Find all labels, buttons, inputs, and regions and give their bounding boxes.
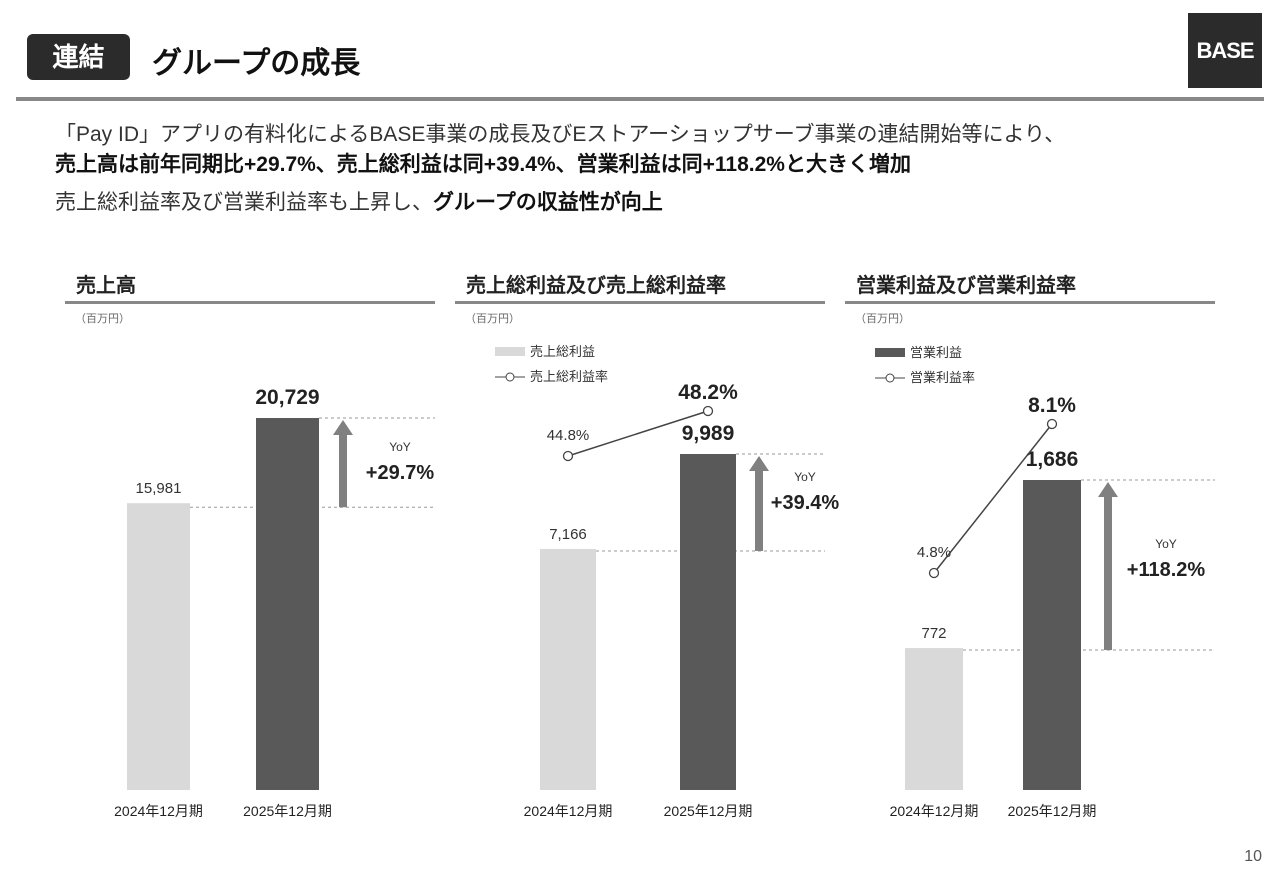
chart-title-underline bbox=[455, 301, 825, 304]
chart-title-underline bbox=[845, 301, 1215, 304]
legend-line-marker-icon bbox=[885, 373, 895, 383]
base-logo: BASE bbox=[1188, 13, 1262, 88]
bar-value-label: 7,166 bbox=[549, 526, 587, 543]
unit-label: （百万円） bbox=[855, 312, 910, 325]
yoy-arrow-head-icon bbox=[1098, 482, 1118, 497]
yoy-label: YoY bbox=[1155, 537, 1177, 551]
rate-point bbox=[928, 567, 940, 579]
yoy-arrow-shaft bbox=[755, 470, 763, 551]
bar-prior bbox=[905, 648, 963, 790]
bar-value-label: 1,686 bbox=[1026, 448, 1079, 471]
bar-current bbox=[1023, 480, 1081, 790]
chart-title: 売上高 bbox=[76, 273, 136, 297]
bar-value-label: 15,981 bbox=[136, 480, 182, 497]
yoy-value: +39.4% bbox=[771, 492, 840, 514]
x-axis-label: 2024年12月期 bbox=[890, 803, 979, 819]
yoy-value: +29.7% bbox=[366, 462, 435, 484]
x-axis-label: 2025年12月期 bbox=[243, 803, 332, 819]
x-axis-label: 2025年12月期 bbox=[664, 803, 753, 819]
x-axis-label: 2024年12月期 bbox=[524, 803, 613, 819]
lead-line-3-bold: グループの収益性が向上 bbox=[433, 191, 663, 214]
rate-point bbox=[1046, 418, 1058, 430]
header-divider bbox=[16, 97, 1264, 101]
legend-bar-swatch bbox=[875, 348, 905, 357]
legend-line-label: 売上総利益率 bbox=[530, 369, 608, 384]
unit-label: （百万円） bbox=[465, 312, 520, 325]
yoy-arrow-head-icon bbox=[333, 420, 353, 435]
yoy-arrow-shaft bbox=[1104, 496, 1112, 651]
rate-point bbox=[562, 450, 574, 462]
legend-bar-label: 営業利益 bbox=[910, 345, 962, 360]
legend-line-label: 営業利益率 bbox=[910, 370, 975, 385]
rate-line bbox=[933, 423, 1053, 574]
rate-line bbox=[567, 410, 709, 457]
legend-bar-label: 売上総利益 bbox=[530, 344, 595, 359]
rate-label: 4.8% bbox=[917, 544, 951, 561]
chart-title: 営業利益及び営業利益率 bbox=[856, 273, 1076, 297]
page-title: グループの成長 bbox=[152, 47, 361, 80]
legend-bar-swatch bbox=[495, 347, 525, 356]
x-axis-label: 2024年12月期 bbox=[114, 803, 203, 819]
bar-value-label: 772 bbox=[921, 625, 946, 642]
bar-current bbox=[680, 454, 736, 790]
yoy-arrow-shaft bbox=[339, 434, 347, 508]
rate-point bbox=[702, 405, 714, 417]
consolidated-badge: 連結 bbox=[27, 34, 130, 80]
unit-label: （百万円） bbox=[75, 312, 130, 325]
yoy-label: YoY bbox=[389, 440, 411, 454]
bar-current bbox=[256, 418, 319, 790]
rate-label: 44.8% bbox=[547, 427, 590, 444]
legend-line-marker-icon bbox=[505, 372, 515, 382]
lead-line-1: 「Pay ID」アプリの有料化によるBASE事業の成長及びEストアーショップサー… bbox=[55, 123, 1066, 146]
lead-line-3-normal: 売上総利益率及び営業利益率も上昇し、 bbox=[55, 191, 433, 214]
bar-value-label: 20,729 bbox=[255, 386, 319, 409]
page-number: 10 bbox=[1244, 848, 1262, 865]
chart-title: 売上総利益及び売上総利益率 bbox=[466, 273, 726, 297]
rate-label: 8.1% bbox=[1028, 394, 1076, 417]
yoy-arrow-head-icon bbox=[749, 456, 769, 471]
yoy-value: +118.2% bbox=[1127, 559, 1206, 581]
chart-title-underline bbox=[65, 301, 435, 304]
lead-line-3: 売上総利益率及び営業利益率も上昇し、グループの収益性が向上 bbox=[55, 186, 663, 216]
yoy-label: YoY bbox=[794, 470, 816, 484]
x-axis-label: 2025年12月期 bbox=[1008, 803, 1097, 819]
lead-line-2: 売上高は前年同期比+29.7%、売上総利益は同+39.4%、営業利益は同+118… bbox=[55, 153, 911, 176]
bar-prior bbox=[127, 503, 190, 790]
bar-value-label: 9,989 bbox=[682, 422, 735, 445]
bar-prior bbox=[540, 548, 596, 790]
rate-label: 48.2% bbox=[678, 381, 738, 404]
